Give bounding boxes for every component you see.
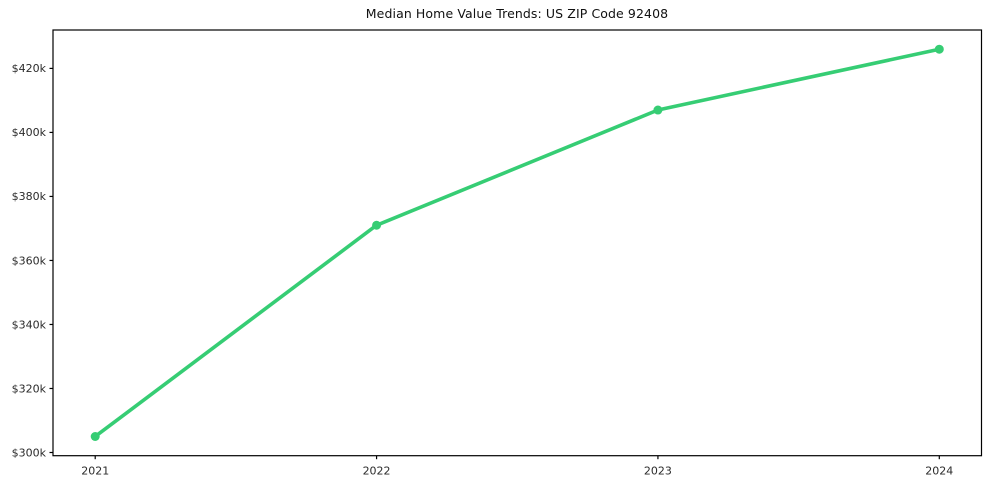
y-tick-label: $320k: [12, 382, 47, 395]
y-tick-label: $340k: [12, 318, 47, 331]
trend-line: [93, 47, 942, 439]
x-tick-label: 2021: [81, 465, 109, 478]
y-tick-label: $400k: [12, 126, 47, 139]
data-point-marker: [90, 431, 100, 441]
y-tick-label: $360k: [12, 254, 47, 267]
chart-title: Median Home Value Trends: US ZIP Code 92…: [365, 6, 669, 21]
x-tick-label: 2024: [925, 465, 953, 478]
y-tick-label: $380k: [12, 190, 47, 203]
x-tick-label: 2022: [363, 465, 391, 478]
data-point-marker: [934, 44, 944, 54]
data-point-marker: [372, 220, 382, 230]
data-point-marker: [653, 105, 663, 115]
y-tick-label: $420k: [12, 62, 47, 75]
y-tick-label: $300k: [12, 446, 47, 459]
axis-frame: [52, 29, 983, 457]
x-tick-label: 2023: [644, 465, 672, 478]
